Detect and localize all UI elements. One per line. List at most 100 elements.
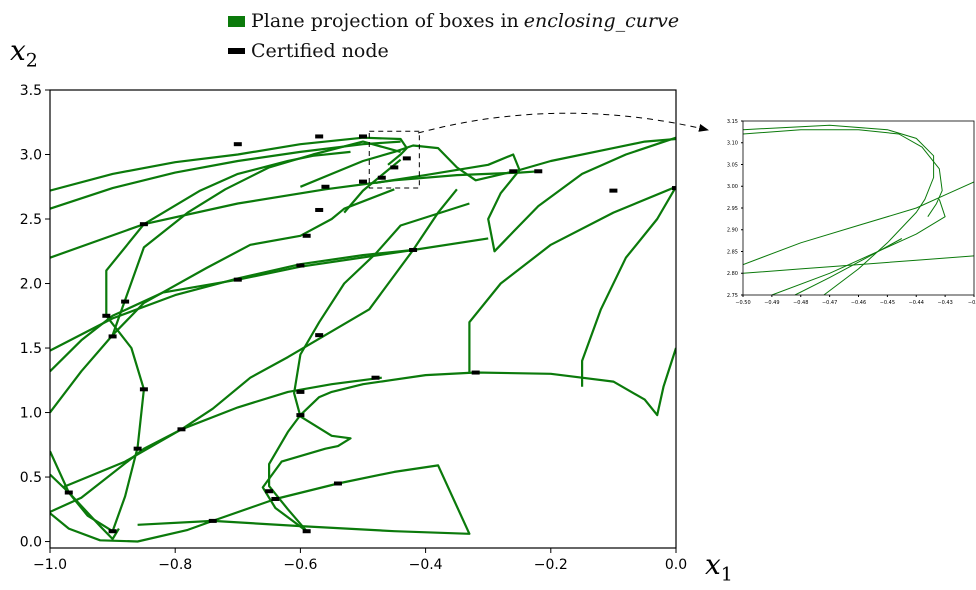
x-tick-label-1: −0.50 bbox=[735, 300, 750, 306]
series-curve-16 bbox=[299, 137, 676, 188]
zoom-arrow bbox=[417, 112, 709, 134]
y-tick-label-8: 3.10 bbox=[727, 141, 738, 147]
series-curve-2 bbox=[50, 450, 120, 541]
legend: Plane projection of boxes in enclosing_c… bbox=[228, 6, 679, 66]
series-curve-13 bbox=[50, 170, 539, 259]
x-tick-label-8: −0.43 bbox=[937, 300, 952, 306]
main-plot: −1.0 −0.8 −0.6 −0.4 −0.2 0.0 0.0 0.5 1.0 1.5 2.0 2.… bbox=[20, 83, 687, 573]
y-tick-label-8: 3.5 bbox=[20, 83, 42, 99]
certified-node-2 bbox=[64, 490, 73, 495]
certified-node-33 bbox=[672, 186, 676, 191]
series-curve-3 bbox=[743, 181, 974, 266]
certified-node-12 bbox=[271, 496, 280, 501]
x-tick-label-6: −0.45 bbox=[880, 300, 895, 306]
series-curve-8 bbox=[62, 188, 458, 489]
certified-node-6 bbox=[102, 313, 111, 318]
series-curve-6 bbox=[261, 202, 470, 533]
curve-group bbox=[50, 134, 676, 543]
certified-node-22 bbox=[321, 184, 330, 189]
y-tick-label-1: 0.0 bbox=[20, 535, 42, 551]
y-tick-label-6: 3.00 bbox=[727, 184, 738, 190]
certified-node-30 bbox=[509, 169, 518, 174]
series-curve-6 bbox=[794, 238, 903, 295]
x-tick-label-1: −1.0 bbox=[33, 557, 67, 573]
certified-node-13 bbox=[265, 489, 274, 494]
certified-node-26 bbox=[402, 156, 411, 161]
series-curve-15 bbox=[50, 136, 408, 192]
certified-node-10 bbox=[177, 427, 186, 432]
certified-node-7 bbox=[121, 299, 130, 304]
inset-plot: −0.50 −0.49 −0.48 −0.47 −0.46 −0.45 −0.44 −0.43… bbox=[727, 119, 976, 306]
series-curve-14 bbox=[50, 140, 401, 210]
y-tick-label-5: 2.95 bbox=[727, 206, 738, 212]
certified-node-3 bbox=[133, 446, 142, 451]
certified-node-4 bbox=[139, 387, 148, 392]
y-tick-label-4: 1.5 bbox=[20, 341, 42, 357]
y-axis-label: x2 bbox=[10, 34, 38, 72]
certified-node-24 bbox=[377, 175, 386, 180]
certified-node-35 bbox=[315, 134, 324, 139]
certified-node-15 bbox=[333, 481, 342, 486]
y-tick-label-7: 3.05 bbox=[727, 162, 738, 168]
x-tick-label-3: −0.6 bbox=[283, 557, 317, 573]
y-tick-label-6: 2.5 bbox=[20, 212, 42, 228]
x-tick-label-9: −0.4 bbox=[968, 300, 976, 306]
x-axis-label-subscript: 1 bbox=[720, 563, 733, 586]
plot-frame bbox=[49, 89, 677, 549]
certified-node-20 bbox=[302, 233, 311, 238]
certified-node-21 bbox=[315, 207, 324, 212]
y-tick-label-5: 2.0 bbox=[20, 277, 42, 293]
certified-node-29 bbox=[471, 370, 480, 375]
x-tick-label-6: 0.0 bbox=[665, 557, 687, 573]
y-tick-label-3: 1.0 bbox=[20, 406, 42, 422]
x-axis-label-symbol: x bbox=[705, 548, 721, 581]
series-curve-1 bbox=[50, 473, 114, 533]
series-curve-10 bbox=[50, 248, 414, 352]
certified-node-25 bbox=[390, 165, 399, 170]
certified-node-1 bbox=[108, 529, 117, 534]
certified-node-19 bbox=[296, 263, 305, 268]
certified-node-11 bbox=[208, 518, 217, 523]
certified-node-18 bbox=[315, 333, 324, 338]
certified-node-27 bbox=[371, 375, 380, 380]
series-curve-2 bbox=[743, 129, 943, 217]
y-tick-label-2: 0.5 bbox=[20, 470, 42, 486]
y-tick-label-3: 2.85 bbox=[727, 249, 738, 255]
black-swatch-icon bbox=[228, 48, 245, 54]
certified-node-16 bbox=[296, 413, 305, 418]
x-axis-label: x1 bbox=[705, 548, 733, 586]
x-tick-label-2: −0.8 bbox=[158, 557, 192, 573]
y-tick-label-4: 2.90 bbox=[727, 228, 738, 234]
y-tick-label-1: 2.75 bbox=[727, 293, 738, 299]
legend-label-curves-name: enclosing_curve bbox=[523, 10, 680, 32]
x-tick-label-5: −0.46 bbox=[851, 300, 866, 306]
x-tick-label-3: −0.48 bbox=[793, 300, 808, 306]
x-tick-label-5: −0.2 bbox=[534, 557, 568, 573]
legend-label-nodes: Certified node bbox=[251, 40, 389, 62]
y-axis-label-subscript: 2 bbox=[25, 49, 38, 72]
series-curve-19 bbox=[468, 185, 676, 387]
series-curve-11 bbox=[50, 188, 395, 414]
certified-node-8 bbox=[139, 222, 148, 227]
legend-label-curves: Plane projection of boxes in bbox=[251, 10, 519, 32]
y-axis-label-symbol: x bbox=[10, 34, 26, 67]
x-tick-label-7: −0.44 bbox=[909, 300, 924, 306]
x-tick-label-2: −0.49 bbox=[764, 300, 779, 306]
x-tick-label-4: −0.47 bbox=[822, 300, 837, 306]
certified-node-17 bbox=[296, 389, 305, 394]
x-tick-label-4: −0.4 bbox=[409, 557, 443, 573]
certified-node-34 bbox=[233, 142, 242, 147]
certified-node-14 bbox=[302, 529, 311, 534]
certified-node-23 bbox=[359, 179, 367, 184]
certified-node-9 bbox=[233, 277, 242, 282]
certified-node-32 bbox=[609, 188, 618, 193]
legend-item-curves: Plane projection of boxes in enclosing_c… bbox=[228, 6, 679, 36]
certified-node-5 bbox=[108, 334, 117, 339]
y-tick-label-2: 2.80 bbox=[727, 271, 738, 277]
series-curve-4 bbox=[743, 255, 974, 274]
certified-node-31 bbox=[534, 169, 543, 174]
legend-item-nodes: Certified node bbox=[228, 36, 679, 66]
series-curve-5 bbox=[771, 199, 946, 295]
series-curve-5 bbox=[268, 347, 676, 532]
